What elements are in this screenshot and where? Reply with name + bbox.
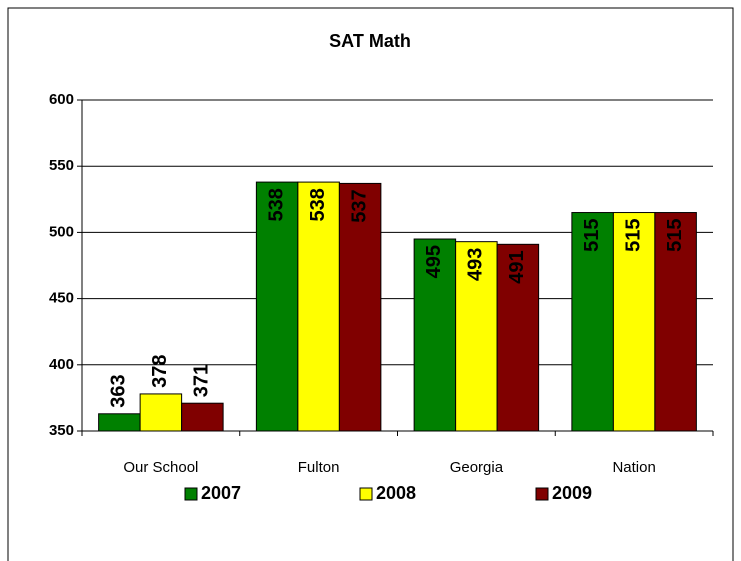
value-label: 363 [108,374,130,407]
value-label: 538 [265,188,287,221]
bar [338,182,382,432]
legend-label: 2007 [201,483,241,503]
bar [255,181,299,432]
bar [181,402,224,432]
bar [612,212,656,432]
bar [455,241,498,432]
chart-title: SAT Math [329,31,411,51]
legend-label: 2008 [376,483,416,503]
y-tick-label: 550 [49,157,74,174]
value-label: 515 [581,219,603,252]
legend-swatch [535,487,549,501]
value-label: 378 [149,355,171,388]
x-tick-label: Nation [612,459,655,476]
x-tick-label: Fulton [298,459,340,476]
bar [98,413,141,432]
bar [139,393,183,432]
bar [413,238,457,432]
value-label: 538 [307,188,329,221]
value-label: 491 [506,250,528,283]
legend-swatch [184,487,198,501]
legend-swatch [359,487,373,501]
y-tick-label: 350 [49,422,74,439]
bar [654,212,697,432]
legend-label: 2009 [552,483,592,503]
value-label: 371 [191,364,213,397]
y-tick-label: 600 [49,91,74,108]
value-label: 515 [622,219,644,252]
bar [496,243,540,432]
value-label: 493 [465,248,487,281]
y-tick-label: 450 [49,290,74,307]
bar [571,212,614,432]
value-label: 537 [348,189,370,222]
value-label: 495 [423,245,445,278]
bar [297,181,340,432]
y-tick-label: 400 [49,356,74,373]
x-tick-label: Georgia [450,459,504,476]
value-label: 515 [664,219,686,252]
y-tick-label: 500 [49,223,74,240]
x-tick-label: Our School [123,459,198,476]
